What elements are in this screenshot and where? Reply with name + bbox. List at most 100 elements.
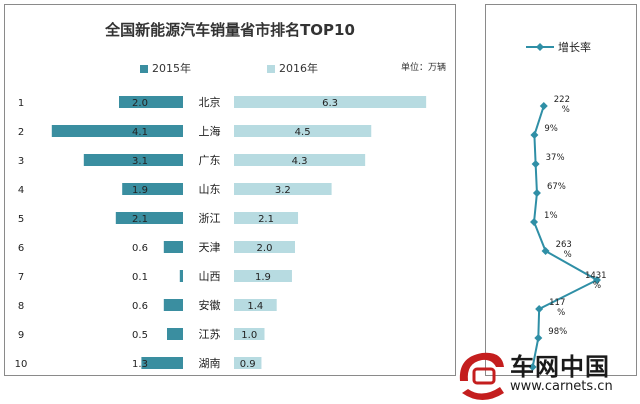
category-label: 浙江 — [199, 212, 221, 225]
bar-2016-value: 1.9 — [255, 272, 271, 283]
bar-2016-value: 2.1 — [258, 214, 274, 225]
bars-svg: 1 2.0 北京 6.3 2 4.1 上海 4.5 3 3.1 广东 4.3 4 1.9 山东 3.2 5 2.1… — [15, 95, 427, 370]
logo-text-cn: 车网中国 — [510, 353, 610, 381]
growth-value-label: 37% — [546, 153, 565, 163]
bar-2016-value: 4.5 — [295, 127, 311, 138]
bar-2015-value: 0.6 — [132, 243, 148, 254]
category-label: 湖南 — [199, 357, 221, 370]
unit-label: 单位：万辆 — [401, 63, 447, 73]
growth-value-percent: % — [564, 250, 572, 260]
rank-label: 2 — [18, 127, 24, 138]
bar-2015-value: 0.6 — [132, 301, 148, 312]
rank-label: 5 — [18, 214, 24, 225]
growth-value-percent: % — [562, 105, 570, 115]
bar-2016 — [234, 212, 299, 224]
category-label: 江苏 — [199, 328, 221, 341]
category-label: 山西 — [199, 270, 221, 283]
bar-2016 — [234, 357, 262, 369]
bar-2016 — [234, 154, 366, 166]
bar-2016 — [234, 299, 277, 311]
category-label: 山东 — [199, 183, 221, 196]
growth-point — [530, 218, 539, 226]
category-label: 天津 — [199, 241, 221, 254]
growth-value-label: 67% — [547, 182, 566, 192]
bar-2015-value: 4.1 — [132, 127, 148, 138]
growth-value-label: 1% — [544, 211, 558, 221]
bar-2015 — [179, 270, 183, 282]
bar-2015 — [167, 328, 183, 340]
bar-2016 — [234, 270, 292, 282]
legend-2016-swatch — [267, 65, 275, 73]
growth-value-label: 222 — [554, 95, 570, 105]
bar-2015-value: 0.1 — [132, 272, 148, 283]
growth-value-label: 117 — [549, 298, 565, 308]
bar-2015-value: 1.9 — [132, 185, 148, 196]
growth-value-label: 263 — [556, 240, 572, 250]
legend-growth-label: 增长率 — [558, 40, 591, 54]
growth-point — [535, 305, 544, 313]
rank-label: 1 — [18, 98, 24, 109]
bar-2015 — [141, 357, 183, 369]
bar-2016-value: 6.3 — [322, 98, 338, 109]
bar-2016-value: 0.9 — [240, 359, 256, 370]
growth-value-percent: % — [593, 281, 601, 291]
growth-value-label: 1431 — [585, 271, 607, 281]
legend-2016: 2016年 — [267, 60, 318, 76]
bar-2015-value: 2.0 — [132, 98, 148, 109]
category-label: 广东 — [199, 154, 221, 167]
bar-2015 — [51, 125, 183, 137]
bar-2016-value: 1.4 — [247, 301, 263, 312]
bar-2016 — [234, 241, 295, 253]
bar-chart-panel: 全国新能源汽车销量省市排名TOP10 2015年 2016年 单位：万辆 1 2.… — [4, 4, 456, 376]
growth-value-percent: % — [557, 308, 565, 318]
rank-label: 9 — [18, 330, 24, 341]
rank-label: 10 — [15, 359, 28, 370]
legend-growth-marker — [536, 43, 544, 51]
bar-2015 — [122, 183, 183, 195]
growth-point — [592, 276, 601, 284]
bar-2015-value: 1.3 — [132, 359, 148, 370]
growth-point — [530, 131, 539, 139]
growth-point — [541, 247, 550, 255]
bar-2015 — [119, 96, 183, 108]
chart-title: 全国新能源汽车销量省市排名TOP10 — [105, 21, 355, 39]
bar-2015-value: 2.1 — [132, 214, 148, 225]
growth-line — [531, 105, 600, 368]
rank-label: 4 — [18, 185, 24, 196]
bar-2015 — [83, 154, 183, 166]
growth-value-label: 9% — [544, 124, 558, 134]
category-label: 上海 — [199, 124, 221, 138]
bar-2015-value: 3.1 — [132, 156, 148, 167]
category-label: 北京 — [199, 95, 221, 109]
bar-2016 — [234, 183, 332, 195]
category-label: 安徽 — [199, 298, 221, 312]
growth-chart-panel: 增长率 222% 9% 37% 67% 1% 263% 1431% 117% 98% — [485, 4, 637, 376]
logo-icon — [459, 352, 504, 400]
carnets-logo: 车网中国 www.carnets.cn — [452, 343, 640, 404]
bar-2015 — [163, 299, 183, 311]
growth-point — [532, 189, 541, 197]
bar-2016 — [234, 328, 265, 340]
growth-point — [528, 363, 537, 371]
legend-2015-swatch — [140, 65, 148, 73]
logo-url: www.carnets.cn — [510, 379, 613, 394]
bar-2015-value: 0.5 — [132, 330, 148, 341]
rank-label: 6 — [18, 243, 24, 254]
rank-label: 7 — [18, 272, 24, 283]
bar-2015 — [163, 241, 183, 253]
bar-2016-value: 3.2 — [275, 185, 291, 196]
bar-2016 — [234, 96, 427, 108]
bar-2016-value: 2.0 — [257, 243, 273, 254]
bar-2015 — [115, 212, 183, 224]
growth-point — [539, 102, 548, 110]
rank-label: 3 — [18, 156, 24, 167]
growth-value-label: 98% — [548, 327, 567, 337]
growth-point — [531, 160, 540, 168]
bar-2016 — [234, 125, 372, 137]
growth-point — [534, 334, 543, 342]
legend-2016-label: 2016年 — [279, 62, 318, 75]
legend-2015: 2015年 — [140, 60, 191, 76]
rank-label: 8 — [18, 301, 24, 312]
bar-2016-value: 1.0 — [241, 330, 257, 341]
